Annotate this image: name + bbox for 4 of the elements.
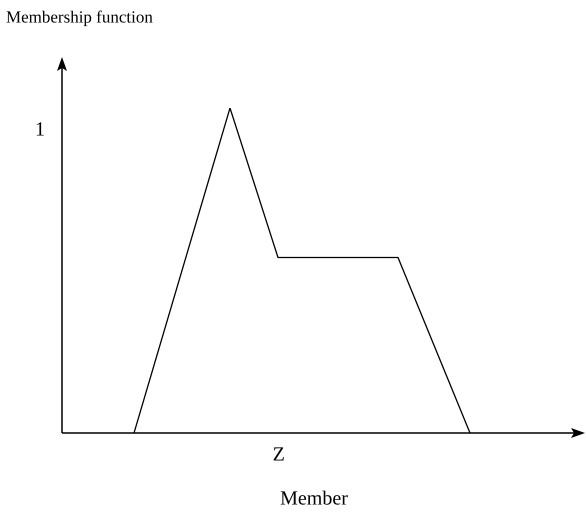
y-axis-title: Membership function: [6, 7, 154, 26]
text: 1: [35, 118, 45, 140]
text: Z: [272, 443, 285, 466]
x-axis-title: Member: [280, 487, 348, 510]
